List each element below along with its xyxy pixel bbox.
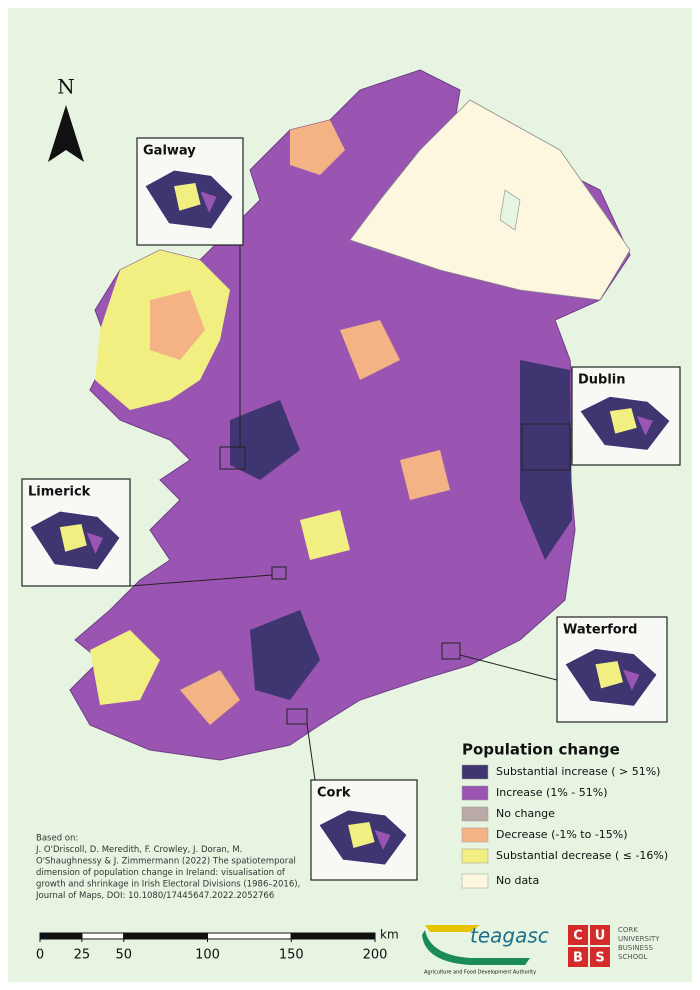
citation-line: J. O'Driscoll, D. Meredith, F. Crowley, … (35, 845, 242, 855)
scale-segment (39, 932, 83, 940)
inset-map (595, 661, 623, 689)
legend-swatch (461, 806, 489, 822)
north-arrow: N (48, 75, 84, 162)
scale-label: 50 (115, 948, 132, 963)
cubs-tile (568, 925, 588, 945)
inset-map (623, 669, 640, 691)
cubs-letter: B (573, 951, 583, 966)
citation-line: Based on: (36, 834, 78, 844)
legend-label: No change (496, 807, 555, 820)
cubs-name: UNIVERSITY (618, 935, 660, 943)
legend-label: Substantial decrease ( ≤ -16%) (496, 849, 668, 862)
north-label: N (57, 75, 75, 99)
insets: Galway Dublin Limerick Waterford Cork (21, 137, 681, 881)
cubs-letter: S (595, 951, 604, 966)
teagasc-logo: teagasc Agriculture and Food Development… (422, 924, 549, 976)
legend-label: No data (496, 874, 539, 887)
scale-label: 0 (36, 948, 44, 963)
cubs-tile (568, 947, 588, 967)
scale-segment (81, 932, 125, 940)
inset-map (636, 416, 653, 436)
inset-connectors (129, 245, 572, 781)
legend-label: Substantial increase ( > 51%) (496, 765, 660, 778)
legend-label: Increase (1% - 51%) (496, 786, 608, 799)
teagasc-name: teagasc (470, 924, 549, 948)
cubs-letter: U (595, 929, 606, 944)
inset-label: Limerick (28, 485, 91, 500)
inset-map (174, 182, 201, 211)
legend-swatch (461, 848, 489, 864)
legend: Population change Substantial increase (… (461, 741, 668, 889)
legend-swatch (461, 785, 489, 801)
legend-swatch (461, 873, 489, 889)
scale-unit: km (380, 928, 399, 942)
citation-line: growth and shrinkage in Irish Electoral … (36, 880, 300, 890)
cubs-name: BUSINESS (618, 944, 654, 952)
teagasc-tagline: Agriculture and Food Development Authori… (424, 970, 536, 976)
legend-swatch (461, 764, 489, 780)
scale-label: 25 (74, 948, 91, 963)
inset-label: Waterford (563, 623, 637, 638)
inset-label: Cork (317, 786, 351, 801)
ireland-map (69, 69, 631, 761)
cubs-letter: C (573, 929, 583, 944)
inset-map (200, 191, 217, 213)
inset-map (348, 822, 375, 848)
cubs-name: CORK (618, 926, 638, 934)
inset-map (59, 523, 87, 552)
inset-map (86, 532, 103, 554)
inset-map (609, 408, 637, 434)
scale-label: 200 (363, 948, 388, 963)
scale-segment (207, 932, 292, 940)
inset-label: Galway (143, 144, 196, 159)
citation-line: O'Shaughnessy & J. Zimmermann (2022) The… (36, 857, 296, 867)
cubs-tile (590, 947, 610, 967)
legend-swatch (461, 827, 489, 843)
cubs-name: SCHOOL (618, 953, 648, 961)
legend-title: Population change (462, 741, 620, 759)
cubs-tile (590, 925, 610, 945)
inset-map (374, 830, 391, 850)
citation-line: dimension of population change in Irelan… (36, 868, 286, 878)
scale-label: 150 (279, 948, 304, 963)
inset-label: Dublin (578, 373, 626, 388)
legend-label: Decrease (-1% to -15%) (496, 828, 628, 841)
citation-line: Journal of Maps, DOI: 10.1080/17445647.2… (35, 891, 274, 901)
scale-segment (290, 932, 376, 940)
scale-bar: 0 25 50 100 150 200 km (36, 928, 399, 963)
scale-label: 100 (195, 948, 220, 963)
citation: Based on:J. O'Driscoll, D. Meredith, F. … (35, 834, 300, 902)
scale-segment (123, 932, 208, 940)
